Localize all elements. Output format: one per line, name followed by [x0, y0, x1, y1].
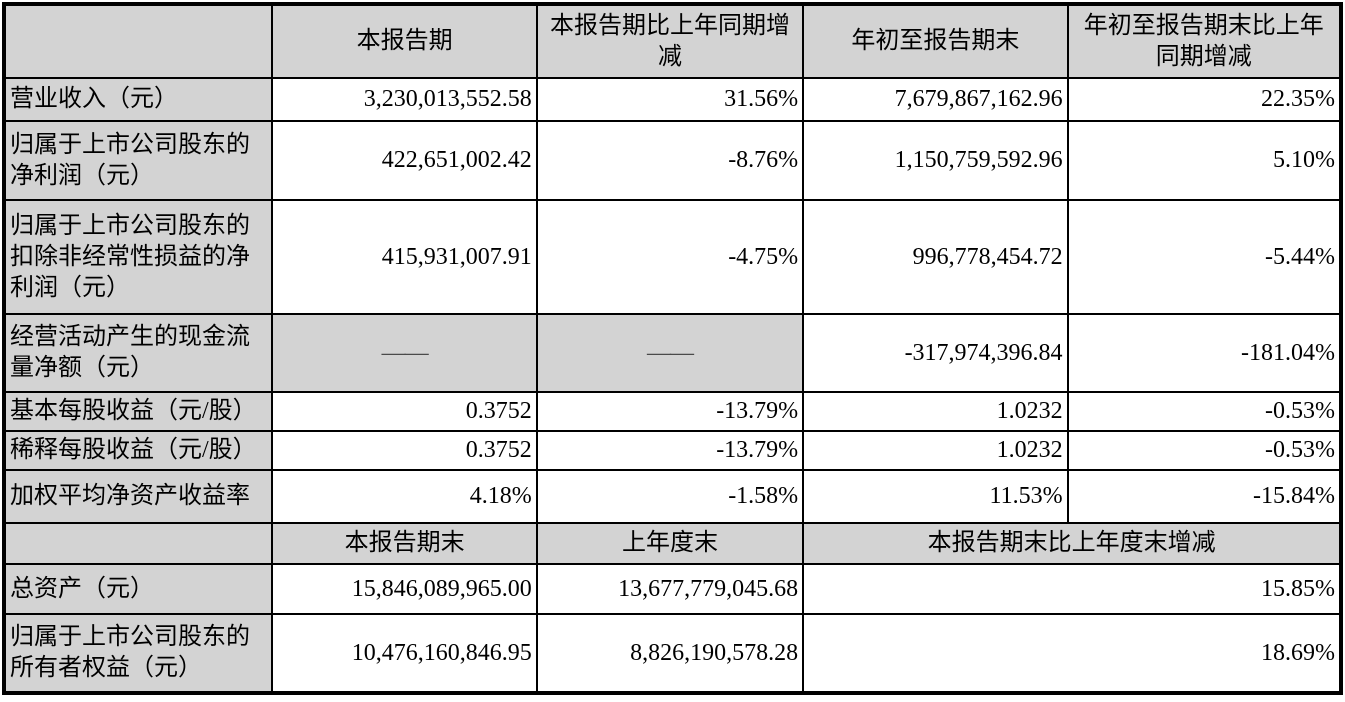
cell-ytd-yoy-change: -0.53%: [1066, 430, 1343, 471]
table-row-net-profit-excl-nonrecurring: 归属于上市公司股东的扣除非经常性损益的净利润（元） 415,931,007.91…: [2, 199, 1343, 315]
header-blank: [2, 3, 274, 79]
cell-ytd-yoy-change: -15.84%: [1066, 469, 1343, 524]
row-label: 经营活动产生的现金流量净额（元）: [2, 313, 274, 393]
header-change-vs-prior-year-end: 本报告期末比上年度末增减: [802, 522, 1342, 565]
cell-ytd: 11.53%: [802, 469, 1069, 524]
cell-end-of-period: 15,846,089,965.00: [271, 563, 538, 615]
table-row-equity-attributable-to-shareholders: 归属于上市公司股东的所有者权益（元） 10,476,160,846.95 8,8…: [2, 613, 1342, 694]
cell-current-period: 0.3752: [271, 430, 538, 471]
section2-header-row: 本报告期末 上年度末 本报告期末比上年度末增减: [2, 522, 1342, 565]
cell-ytd-yoy-change: -0.53%: [1066, 391, 1343, 432]
row-label: 稀释每股收益（元/股）: [2, 430, 274, 471]
cell-ytd: 1.0232: [802, 391, 1069, 432]
table-row-weighted-avg-roe: 加权平均净资产收益率 4.18% -1.58% 11.53% -15.84%: [2, 469, 1343, 524]
cell-yoy-change: -8.76%: [535, 120, 805, 201]
cell-ytd-yoy-change: -5.44%: [1066, 199, 1343, 315]
row-label: 营业收入（元）: [2, 77, 274, 122]
row-label: 基本每股收益（元/股）: [2, 391, 274, 432]
cell-yoy-change: -4.75%: [535, 199, 805, 315]
cell-yoy-change-dash: ——: [535, 313, 805, 393]
header-ytd: 年初至报告期末: [802, 3, 1069, 79]
row-label: 归属于上市公司股东的净利润（元）: [2, 120, 274, 201]
table-row-basic-eps: 基本每股收益（元/股） 0.3752 -13.79% 1.0232 -0.53%: [2, 391, 1343, 432]
table-row-diluted-eps: 稀释每股收益（元/股） 0.3752 -13.79% 1.0232 -0.53%: [2, 430, 1343, 471]
header-ytd-yoy: 年初至报告期末比上年同期增减: [1066, 3, 1343, 79]
row-label: 加权平均净资产收益率: [2, 469, 274, 524]
cell-current-period: 4.18%: [271, 469, 538, 524]
cell-ytd-yoy-change: 5.10%: [1066, 120, 1343, 201]
cell-yoy-change: -13.79%: [535, 430, 805, 471]
cell-ytd: 996,778,454.72: [802, 199, 1069, 315]
cell-end-of-period: 10,476,160,846.95: [271, 613, 538, 694]
cell-yoy-change: -13.79%: [535, 391, 805, 432]
cell-yoy-change: 31.56%: [535, 77, 805, 122]
cell-change-vs-prior-year-end: 15.85%: [802, 563, 1342, 615]
cell-ytd-yoy-change: 22.35%: [1066, 77, 1343, 122]
cell-current-period: 0.3752: [271, 391, 538, 432]
table-row-net-profit: 归属于上市公司股东的净利润（元） 422,651,002.42 -8.76% 1…: [2, 120, 1343, 201]
cell-ytd: -317,974,396.84: [802, 313, 1069, 393]
header-end-of-prior-year: 上年度末: [535, 522, 805, 565]
cell-yoy-change: -1.58%: [535, 469, 805, 524]
cell-change-vs-prior-year-end: 18.69%: [802, 613, 1342, 694]
row-label: 归属于上市公司股东的所有者权益（元）: [2, 613, 274, 694]
cell-current-period: 415,931,007.91: [271, 199, 538, 315]
row-label: 总资产（元）: [2, 563, 274, 615]
table-row-operating-cash-flow: 经营活动产生的现金流量净额（元） —— —— -317,974,396.84 -…: [2, 313, 1343, 393]
cell-end-of-prior-year: 13,677,779,045.68: [535, 563, 805, 615]
cell-ytd-yoy-change: -181.04%: [1066, 313, 1343, 393]
cell-ytd: 7,679,867,162.96: [802, 77, 1069, 122]
cell-ytd: 1,150,759,592.96: [802, 120, 1069, 201]
header-current-period: 本报告期: [271, 3, 538, 79]
table-row-revenue: 营业收入（元） 3,230,013,552.58 31.56% 7,679,86…: [2, 77, 1343, 122]
section1-header-row: 本报告期 本报告期比上年同期增减 年初至报告期末 年初至报告期末比上年同期增减: [2, 3, 1343, 79]
cell-current-period-dash: ——: [271, 313, 538, 393]
cell-current-period: 3,230,013,552.58: [271, 77, 538, 122]
header-end-of-period: 本报告期末: [271, 522, 538, 565]
header-blank-2: [2, 522, 274, 565]
cell-ytd: 1.0232: [802, 430, 1069, 471]
header-current-period-yoy: 本报告期比上年同期增减: [535, 3, 805, 79]
cell-end-of-prior-year: 8,826,190,578.28: [535, 613, 805, 694]
cell-current-period: 422,651,002.42: [271, 120, 538, 201]
table-row-total-assets: 总资产（元） 15,846,089,965.00 13,677,779,045.…: [2, 563, 1342, 615]
row-label: 归属于上市公司股东的扣除非经常性损益的净利润（元）: [2, 199, 274, 315]
